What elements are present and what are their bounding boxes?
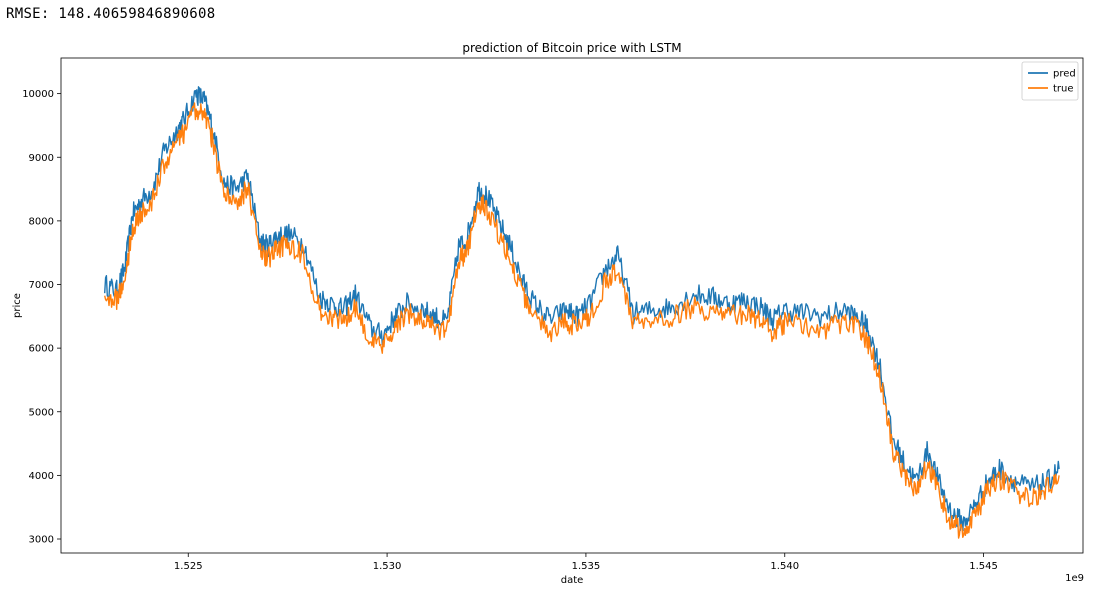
chart-title: prediction of Bitcoin price with LSTM <box>462 41 681 55</box>
y-tick-label: 10000 <box>22 89 54 100</box>
rmse-output: RMSE: 148.40659846890608 <box>6 6 216 22</box>
x-tick-label: 1.530 <box>373 561 402 572</box>
y-tick-label: 5000 <box>29 407 54 418</box>
y-tick-label: 7000 <box>29 280 54 291</box>
y-axis-label: price <box>12 293 23 318</box>
legend-box <box>1021 61 1079 101</box>
legend: pred true <box>1021 61 1079 101</box>
x-axis-label: date <box>561 575 584 586</box>
series-layer <box>104 86 1060 539</box>
y-tick-label: 8000 <box>29 216 54 227</box>
y-tick-label: 4000 <box>29 471 54 482</box>
plot-area <box>60 57 1084 554</box>
y-tick-label: 9000 <box>29 153 54 164</box>
x-tick-label: 1.535 <box>572 561 601 572</box>
legend-label-true: true <box>1053 84 1074 95</box>
x-tick-label: 1.540 <box>770 561 799 572</box>
x-tick-label: 1.525 <box>174 561 203 572</box>
series-line-pred <box>104 86 1060 532</box>
axis-ticks: 1.525 1.530 1.535 1.540 1.545 3000 4000 5000 600… <box>22 89 998 572</box>
y-tick-label: 3000 <box>29 535 54 546</box>
legend-label-pred: pred <box>1053 69 1076 80</box>
x-axis-offset-label: 1e9 <box>1065 573 1084 584</box>
y-tick-label: 6000 <box>29 344 54 355</box>
series-line-true <box>104 102 1060 539</box>
x-tick-label: 1.545 <box>969 561 998 572</box>
